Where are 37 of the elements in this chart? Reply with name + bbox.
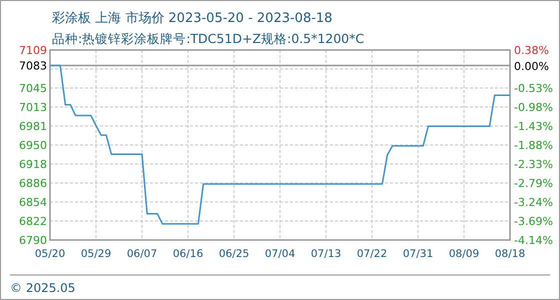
chart-subtitle: 品种:热镀锌彩涂板牌号:TDC51D+Z规格:0.5*1200*C — [52, 31, 364, 46]
y2-tick-label: -2.79% — [514, 177, 553, 190]
y-tick-label: 6886 — [19, 176, 47, 190]
x-tick-label: 07/31 — [402, 248, 434, 260]
y2-tick-label: 0.38% — [514, 44, 549, 57]
x-tick-label: 06/16 — [172, 248, 204, 260]
line-series — [49, 64, 511, 225]
y-tick-label: 6950 — [19, 138, 47, 152]
y-tick-label: 6790 — [19, 234, 47, 247]
chart-title: 彩涂板 上海 市场价 2023-05-20 - 2023-08-18 — [52, 11, 332, 26]
y2-tick-label: 0.00% — [514, 60, 549, 73]
y-tick-label: 6854 — [19, 196, 47, 209]
y2-tick-label: -0.53% — [514, 82, 553, 96]
y-tick-label: 7013 — [19, 100, 47, 114]
y2-tick-label: -1.88% — [514, 138, 553, 152]
y-tick-label: 7109 — [19, 44, 47, 57]
y-tick-label: 7045 — [19, 82, 47, 95]
y2-tick-label: -2.33% — [514, 158, 553, 171]
y-tick-label: 7083 — [19, 59, 47, 72]
x-tick-label: 08/09 — [448, 248, 480, 260]
x-tick-label: 06/07 — [126, 248, 158, 260]
y2-tick-label: -1.43% — [514, 120, 553, 133]
text: © 2025.05 — [10, 281, 76, 295]
y-tick-label: 6822 — [19, 214, 47, 228]
y2-tick-label: -0.98% — [514, 101, 553, 114]
x-tick-label: 05/29 — [80, 248, 112, 260]
y-tick-label: 6981 — [19, 120, 47, 133]
x-tick-label: 05/20 — [34, 248, 66, 260]
y2-tick-label: -4.14% — [514, 234, 553, 247]
x-tick-label: 07/13 — [310, 248, 342, 260]
y2-tick-label: -3.69% — [514, 214, 553, 228]
x-tick-label: 06/25 — [218, 248, 250, 260]
y-tick-label: 6918 — [19, 158, 47, 171]
x-tick-label: 08/18 — [494, 248, 526, 260]
x-tick-label: 07/04 — [264, 248, 296, 260]
x-tick-label: 07/22 — [356, 248, 388, 260]
y2-tick-label: -3.24% — [514, 196, 553, 210]
